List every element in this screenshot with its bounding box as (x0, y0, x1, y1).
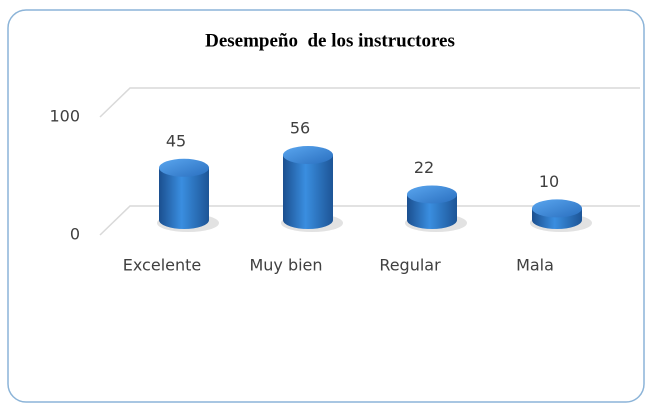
chart-title: Desempeño de los instructores (205, 30, 455, 51)
bar (407, 194, 457, 229)
data-label: 56 (290, 119, 310, 138)
bar-cap (407, 185, 457, 204)
x-tick-label: Muy bien (249, 256, 322, 275)
x-tick-label: Mala (516, 256, 554, 275)
bar (283, 155, 333, 229)
bar-cap (159, 158, 209, 177)
data-label: 45 (166, 131, 186, 150)
x-tick-label: Regular (379, 256, 441, 275)
bar-cap (283, 146, 333, 165)
bar (159, 167, 209, 229)
grid-line (99, 205, 640, 236)
y-tick-label: 100 (49, 107, 80, 126)
data-label: 22 (414, 158, 434, 177)
data-label: 10 (539, 172, 559, 191)
bar-cap (532, 199, 582, 218)
grid-line (99, 87, 640, 118)
x-tick-label: Excelente (123, 256, 201, 275)
y-tick-label: 0 (70, 225, 80, 244)
